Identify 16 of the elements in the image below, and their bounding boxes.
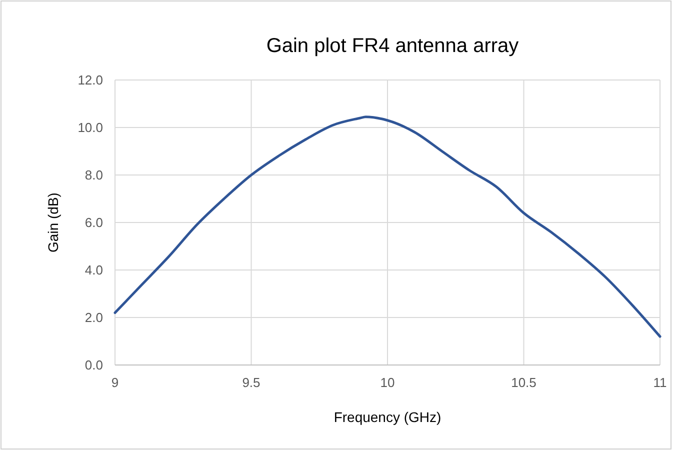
y-tick-label: 6.0 — [84, 215, 103, 230]
y-tick-label: 2.0 — [84, 310, 103, 326]
y-tick-label: 10.0 — [78, 120, 103, 136]
x-tick-label: 10 — [380, 375, 395, 390]
y-tick-label: 8.0 — [84, 168, 103, 183]
x-axis-title: Frequency (GHz) — [334, 409, 442, 425]
y-axis-title: Gain (dB) — [45, 192, 61, 252]
chart-title: Gain plot FR4 antenna array — [266, 35, 519, 57]
x-tick-label: 9 — [111, 375, 119, 390]
x-tick-label: 11 — [653, 375, 667, 390]
y-tick-label: 4.0 — [84, 262, 103, 278]
x-tick-label: 10.5 — [511, 375, 536, 390]
x-tick-label: 9.5 — [242, 375, 260, 390]
line-series — [114, 116, 662, 338]
y-tick-label: 12.0 — [78, 72, 103, 88]
y-tick-label: 0.0 — [84, 358, 103, 373]
